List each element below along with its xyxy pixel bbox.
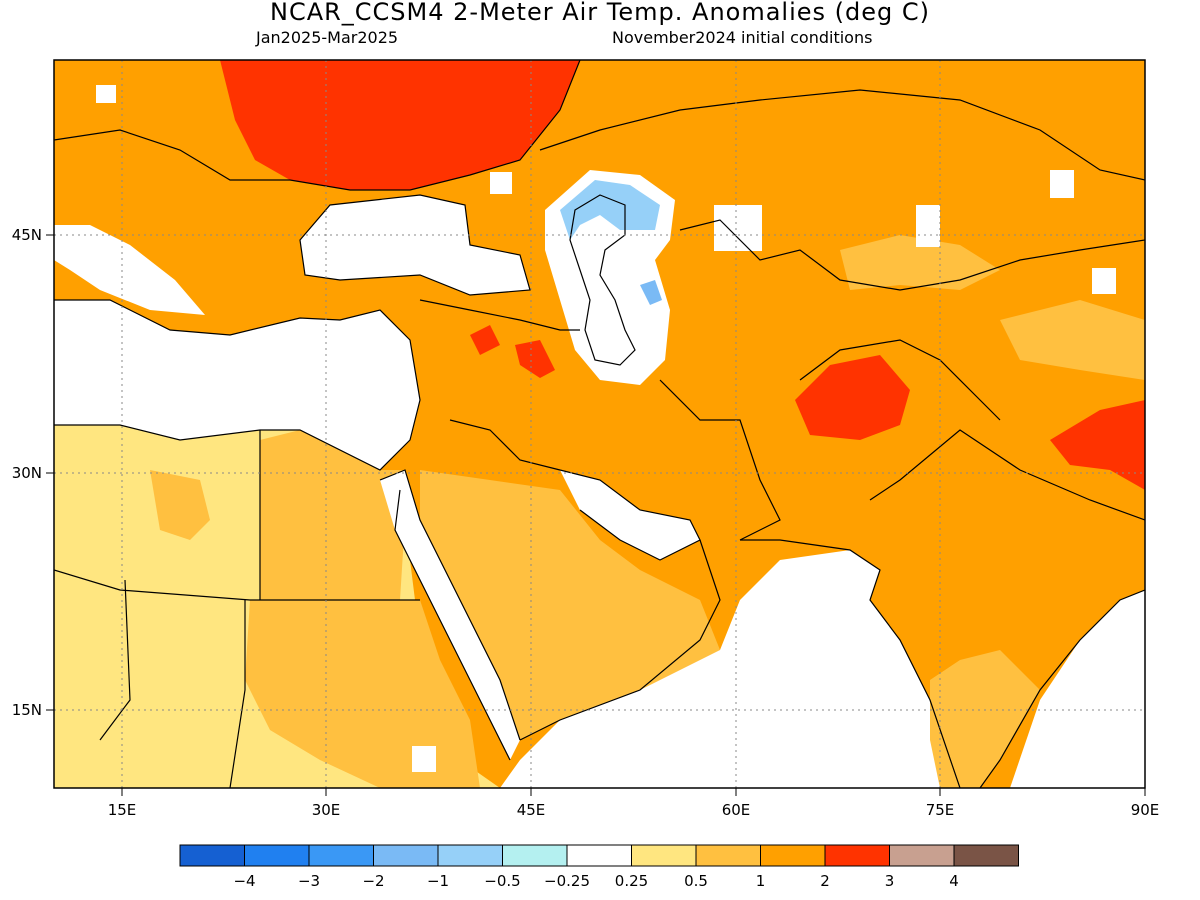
x-tick-label: 90E (1131, 801, 1160, 819)
anomaly-region-3-eastern-europe (220, 60, 580, 190)
anomaly-region-0.5-central-asia (840, 235, 1000, 290)
x-tick-label: 45E (517, 801, 546, 819)
mediterranean-sea (54, 300, 420, 470)
colorbar-swatch (373, 844, 439, 867)
x-tick-label: 15E (108, 801, 137, 819)
colorbar-label: 3 (885, 872, 895, 890)
initial-conditions: November2024 initial conditions (612, 28, 873, 47)
anomaly-region-minus-1 (640, 280, 662, 305)
anomaly-region-minus-0.5 (560, 180, 660, 240)
anomaly-region-0.5-india (930, 650, 1040, 788)
x-tick-label: 75E (926, 801, 955, 819)
colorbar-swatch (437, 844, 503, 867)
anomaly-region-0.5-libya (150, 470, 210, 540)
data-gap (714, 205, 762, 251)
x-tick-label: 60E (722, 801, 751, 819)
anomaly-region-0.5-egypt (260, 430, 405, 600)
colorbar-label: −4 (233, 872, 255, 890)
y-tick-label: 30N (12, 464, 42, 482)
x-tick-label: 30E (312, 801, 341, 819)
colorbar-swatch (179, 844, 245, 867)
colorbar-label: −0.5 (484, 872, 520, 890)
colorbar-swatch (760, 844, 826, 867)
colorbar-swatch (953, 844, 1019, 867)
adriatic-area (54, 225, 205, 315)
colorbar-label: 4 (949, 872, 959, 890)
anomaly-region-3-iraq (515, 340, 555, 378)
colorbar-swatch (308, 844, 374, 867)
colorbar-swatch (631, 844, 697, 867)
map-frame (53, 59, 1146, 789)
tick-marks (46, 234, 1146, 796)
arabian-sea (500, 550, 960, 788)
data-gap (412, 746, 436, 772)
data-gap (1050, 170, 1074, 198)
data-gap (490, 172, 512, 194)
colorbar-label: 1 (756, 872, 766, 890)
black-sea (300, 195, 530, 295)
colorbar-label: 0.5 (684, 872, 708, 890)
coastlines (54, 60, 1145, 788)
colorbar: −4 −3 −2 −1 −0.5 −0.25 0.25 0.5 1 2 3 4 (179, 844, 1019, 890)
colorbar-label: −2 (362, 872, 384, 890)
anomaly-region-0.5-east-africa (245, 600, 480, 788)
anomaly-region-0.5-arabia (420, 470, 720, 740)
anomaly-region-3-syria (470, 325, 500, 355)
colorbar-label: −3 (298, 872, 320, 890)
colorbar-swatch (502, 844, 568, 867)
colorbar-label: 2 (820, 872, 830, 890)
anomaly-field (54, 60, 1145, 788)
colorbar-swatch (566, 844, 632, 867)
map-title: NCAR_CCSM4 2-Meter Air Temp. Anomalies (… (269, 0, 930, 26)
data-gap (1092, 268, 1116, 294)
colorbar-label: 0.25 (615, 872, 648, 890)
colorbar-swatch (244, 844, 310, 867)
data-gap (916, 205, 940, 247)
colorbar-swatch (824, 844, 890, 867)
bay-of-bengal (1010, 590, 1145, 788)
anomaly-region-3-afghanistan (795, 355, 910, 440)
anomaly-region-3-tibet (1050, 400, 1145, 490)
graticule (54, 60, 1145, 788)
colorbar-swatch (889, 844, 955, 867)
persian-gulf (560, 470, 700, 560)
red-sea (380, 470, 520, 760)
colorbar-label: −1 (427, 872, 449, 890)
data-gap (96, 85, 116, 103)
anomaly-region-0.5-xinjiang (1000, 300, 1145, 380)
forecast-period: Jan2025-Mar2025 (256, 28, 399, 47)
colorbar-label: −0.25 (544, 872, 590, 890)
colorbar-swatch (695, 844, 761, 867)
y-tick-label: 45N (12, 226, 42, 244)
y-tick-label: 15N (12, 701, 42, 719)
